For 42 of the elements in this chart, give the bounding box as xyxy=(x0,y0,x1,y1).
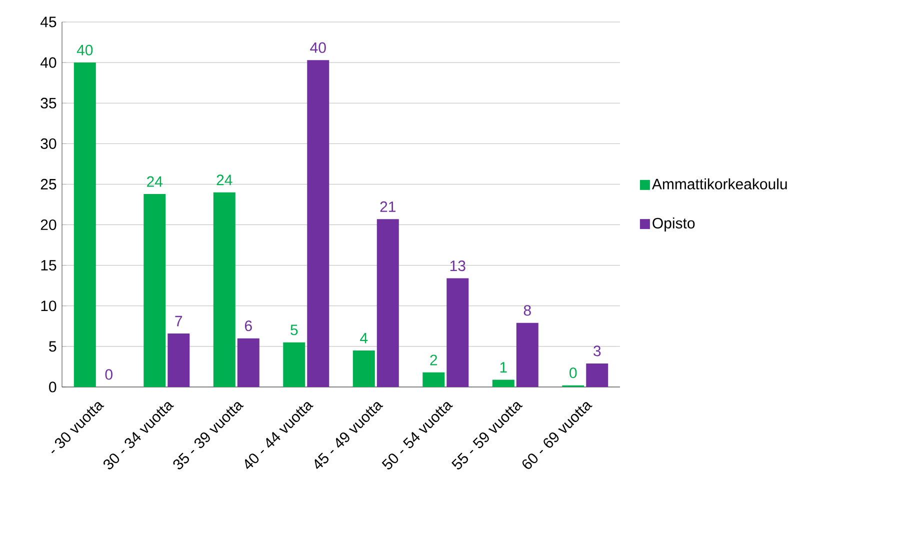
data-label: 7 xyxy=(175,316,182,326)
data-label: 40 xyxy=(310,42,326,53)
bar xyxy=(422,372,445,387)
bar xyxy=(74,62,96,387)
bar xyxy=(168,333,190,387)
bar xyxy=(376,219,399,387)
data-label: 1 xyxy=(500,362,507,372)
bar xyxy=(283,342,306,387)
y-tick-label: 45 xyxy=(40,16,56,28)
bar xyxy=(492,380,514,387)
data-label: 0 xyxy=(570,368,577,378)
bar xyxy=(446,278,469,387)
data-label: 8 xyxy=(524,305,531,316)
bar xyxy=(237,338,260,387)
data-label: 3 xyxy=(594,346,601,356)
y-tick-label: 30 xyxy=(40,138,56,149)
data-label: 6 xyxy=(244,320,252,332)
y-tick-label: 40 xyxy=(40,57,56,68)
data-label: 0 xyxy=(105,369,112,380)
data-label: 24 xyxy=(216,174,232,186)
y-tick-label: 25 xyxy=(40,178,56,190)
data-label: 5 xyxy=(290,324,298,336)
data-label: 4 xyxy=(360,332,368,344)
bar xyxy=(516,322,538,387)
data-label: 2 xyxy=(430,354,438,366)
bar xyxy=(144,194,166,387)
data-label: 21 xyxy=(380,201,396,212)
y-tick-label: 35 xyxy=(40,98,56,108)
data-label: 24 xyxy=(147,176,163,187)
legend-label: Opisto xyxy=(652,217,695,232)
y-tick-label: 10 xyxy=(41,300,56,312)
data-label: 13 xyxy=(450,260,466,272)
y-tick-label: 15 xyxy=(41,260,56,271)
bar xyxy=(352,350,375,387)
bar xyxy=(307,60,330,387)
legend-label: Ammattikorkeakoulu xyxy=(652,178,787,190)
y-tick-label: 20 xyxy=(40,219,56,230)
y-tick-label: 5 xyxy=(49,341,56,352)
bar xyxy=(213,192,236,387)
y-tick-label: 0 xyxy=(49,382,56,392)
bar xyxy=(586,363,608,387)
data-label: 40 xyxy=(76,44,93,56)
